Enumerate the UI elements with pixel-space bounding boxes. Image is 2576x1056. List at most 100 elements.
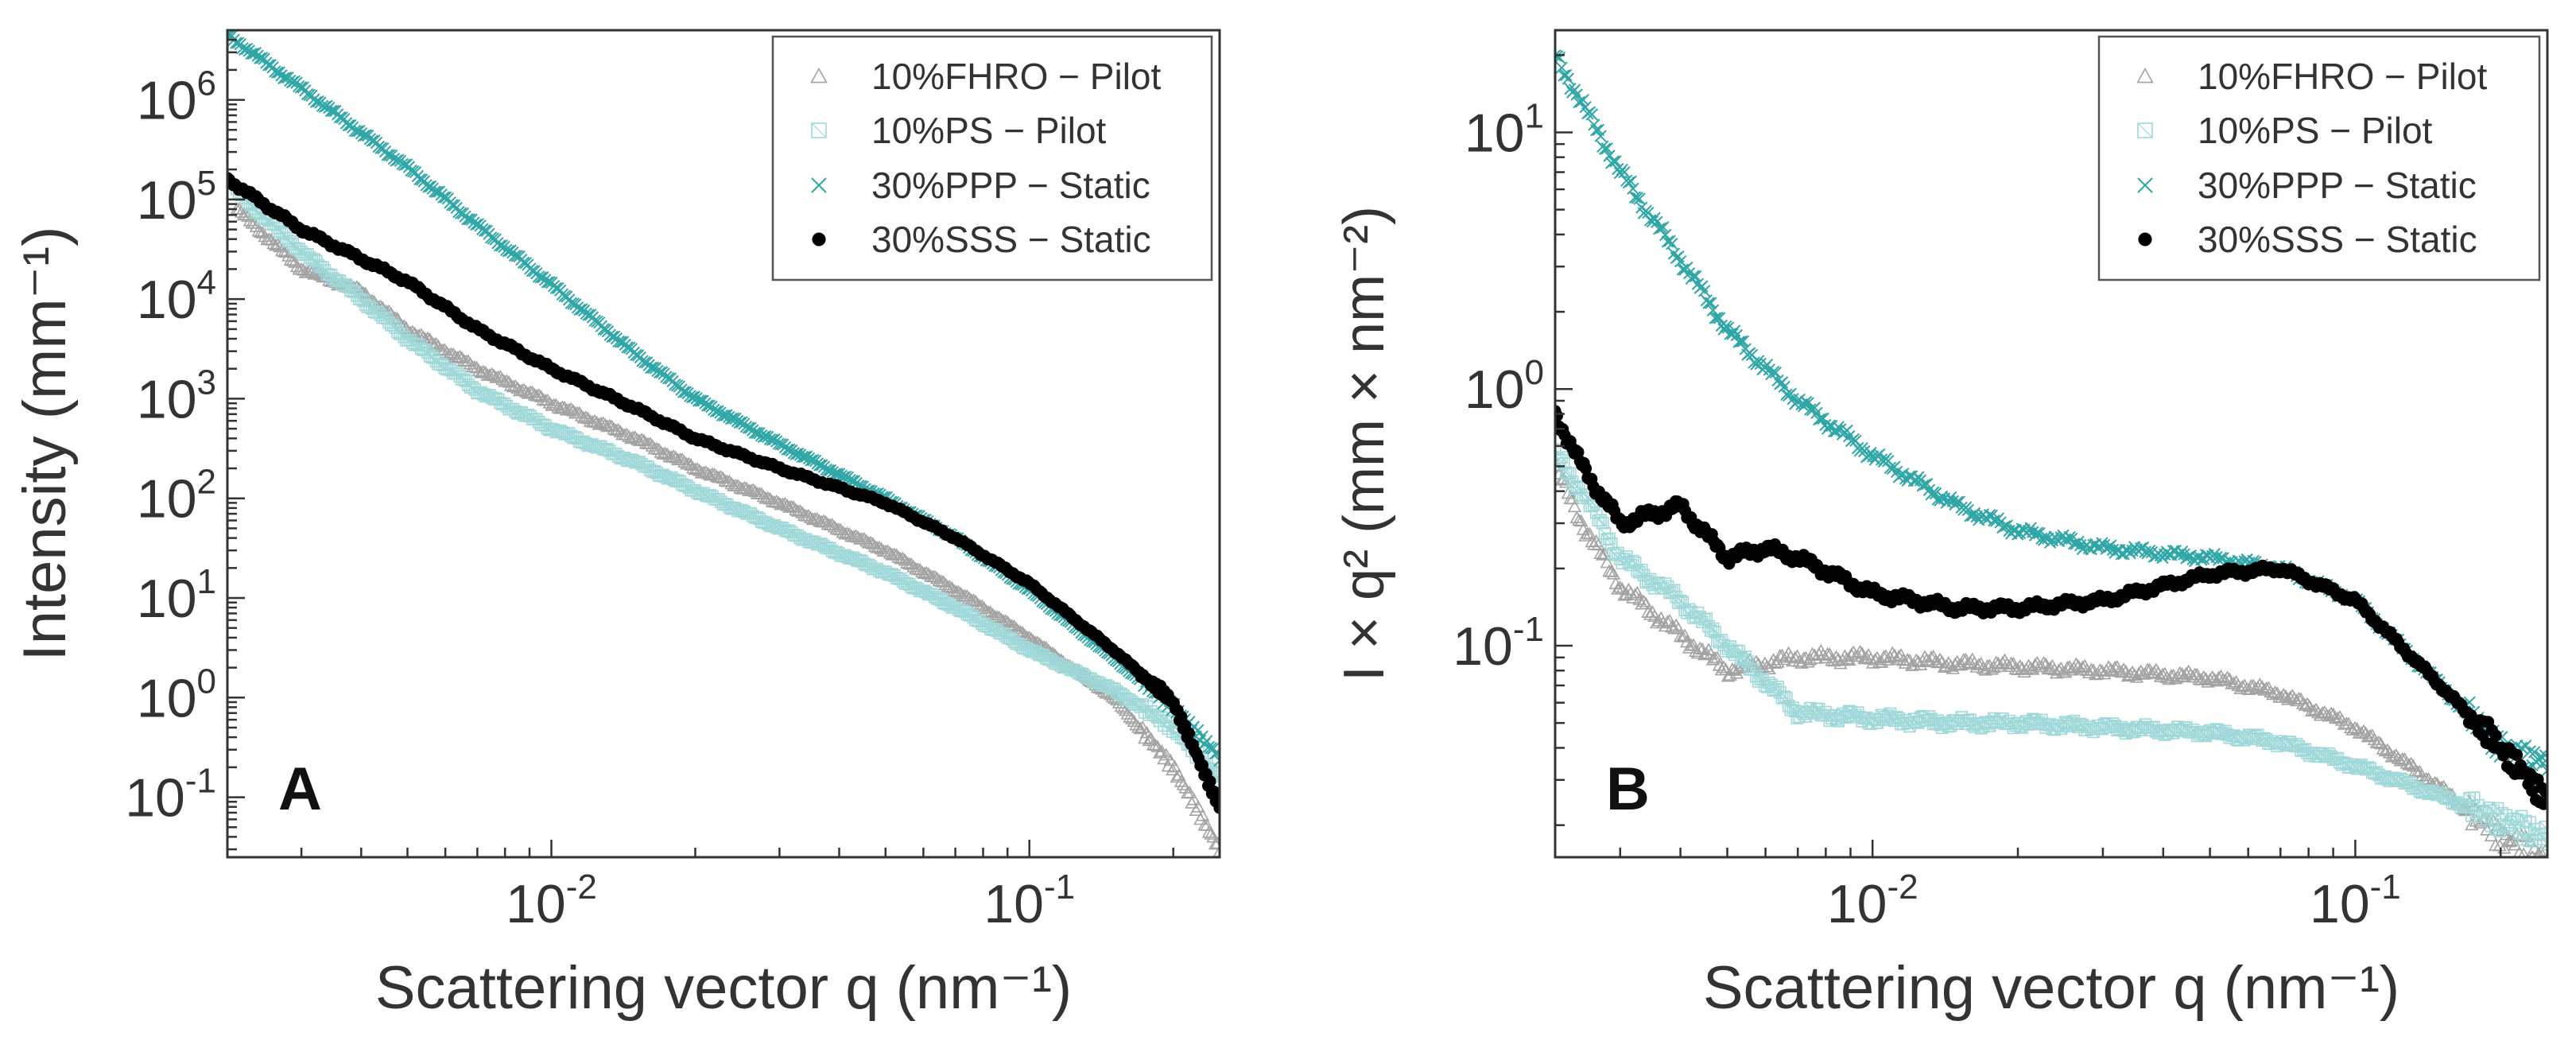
data-point-sss [2280, 568, 2281, 569]
data-point-fhro [2102, 670, 2103, 671]
data-point-sss [1680, 506, 1681, 507]
y-tick-label: 101 [137, 562, 216, 629]
y-tick-label: 10-1 [1453, 610, 1544, 677]
data-point-sss [779, 468, 780, 469]
panel-a-ticks: 10-2 10-1 106 105 104 103 102 101 100 10-1 [125, 29, 1174, 934]
data-point-ps [1957, 723, 1958, 724]
panel-a-legend-label-sss: 30%SSS − Static [871, 219, 1151, 260]
data-point-sss [407, 281, 408, 282]
y-tick-label: 104 [137, 263, 216, 330]
data-point-fhro [1957, 663, 1958, 664]
data-point-sss [1029, 583, 1030, 584]
panel-b-legend-label-ps: 10%PS − Pilot [2198, 110, 2433, 151]
data-point-sss [2102, 600, 2103, 601]
data-point-sss [551, 368, 552, 369]
data-point-fhro [695, 468, 696, 469]
data-point-ppp [477, 225, 478, 226]
data-point-ps [1872, 718, 1873, 719]
series-sss [1555, 405, 2547, 810]
panel-a-plot-area [227, 30, 1220, 857]
panel-b-legend-swatch-ppp [2137, 177, 2153, 193]
data-point-fhro [955, 590, 956, 591]
data-point-sss [2355, 600, 2356, 601]
data-point-sss [1581, 466, 1582, 467]
series-fhro [230, 201, 1220, 857]
data-point-sss [2209, 574, 2210, 575]
data-point-sss [1173, 702, 1174, 703]
x-tick-label: 10-2 [506, 868, 597, 934]
y-tick-label: 100 [1465, 353, 1544, 420]
data-point-fhro [635, 438, 636, 439]
data-point-fhro [1872, 657, 1873, 658]
data-point-ppp [2102, 548, 2103, 549]
data-point-sss [477, 328, 478, 329]
y-tick-label: 101 [1465, 97, 1544, 164]
data-point-fhro [1727, 670, 1728, 671]
data-point-fhro [2209, 677, 2210, 678]
data-point-ps [695, 490, 696, 491]
panel-b-legend-swatch-ps [2137, 122, 2153, 138]
panel-b-frame [1554, 29, 2549, 859]
data-point-fhro [1029, 637, 1030, 638]
data-point-ps [2018, 723, 2019, 724]
panel-a-y-axis-label: Intensity (mm⁻¹) [11, 227, 79, 662]
x-tick-label: 10-1 [2310, 868, 2401, 934]
data-point-ps [1680, 600, 1681, 601]
data-point-ps [361, 299, 362, 300]
data-point-ps [635, 462, 636, 463]
series-sss [227, 172, 1220, 814]
data-point-ps [779, 528, 780, 529]
panel-a-frame [226, 29, 1221, 859]
panel-b-legend-label-fhro: 10%FHRO − Pilot [2198, 56, 2488, 97]
y-tick-label: 106 [137, 64, 216, 131]
data-point-ps [301, 251, 302, 252]
data-point-fhro [551, 403, 552, 404]
data-point-ppp [551, 284, 552, 285]
x-tick-label: 10-1 [983, 868, 1075, 934]
data-point-ppp [2018, 530, 2019, 531]
data-point-fhro [885, 550, 886, 551]
data-point-ps [2500, 819, 2501, 820]
data-point-ppp [695, 398, 696, 399]
panel-a-legend-swatch-ps [811, 122, 827, 138]
panel-b-legend-label-ppp: 30%PPP − Static [2198, 165, 2477, 206]
data-point-ppp [635, 354, 636, 355]
data-point-ps [407, 339, 408, 340]
panel-b-y-axis-label: I × q² (mm × nm⁻²) [1333, 206, 1396, 681]
panel-b-legend-swatch-sss [2138, 232, 2152, 247]
panel-a-legend-swatch-sss [812, 232, 826, 247]
data-point-ppp [1680, 259, 1681, 260]
panel-a-legend-label-fhro: 10%FHRO − Pilot [871, 56, 1162, 97]
panel-b-ticks: 10-2 10-1 101 100 10-1 [1453, 54, 2502, 934]
data-point-ppp [1957, 506, 1958, 507]
data-point-ps [477, 390, 478, 391]
data-point-sss [1872, 593, 1873, 594]
panel-a-legend-swatch-ppp [811, 177, 827, 193]
y-tick-label: 102 [137, 463, 216, 530]
panel-b-legend-label-sss: 30%SSS − Static [2198, 219, 2477, 260]
data-point-sss [1727, 557, 1728, 558]
data-point-sss [695, 438, 696, 439]
panel-a: 10-2 10-1 106 105 104 103 102 101 100 10-1 A Scat… [11, 29, 1221, 1022]
panel-a-legend-swatch-fhro [810, 67, 828, 83]
panel-b-label: B [1606, 755, 1650, 823]
data-point-fhro [2280, 693, 2281, 694]
data-point-ppp [779, 444, 780, 445]
y-tick-label: 10-1 [125, 762, 216, 829]
data-point-sss [2500, 747, 2501, 748]
panel-a-x-axis-label: Scattering vector q (nm⁻¹) [375, 954, 1072, 1022]
panel-b: 10-2 10-1 101 100 10-1 B Scattering vector q… [1333, 29, 2549, 1022]
data-point-sss [1765, 548, 1766, 549]
data-point-fhro [301, 269, 302, 270]
panel-b-x-axis-label: Scattering vector q (nm⁻¹) [1703, 954, 2399, 1022]
y-tick-label: 103 [137, 363, 216, 429]
data-point-sss [2440, 685, 2441, 686]
data-point-ps [2440, 795, 2441, 796]
data-point-ppp [2209, 557, 2210, 558]
panel-a-legend-box [771, 35, 1213, 281]
data-point-sss [635, 408, 636, 409]
panel-b-legend-swatch-fhro [2136, 67, 2154, 83]
data-point-ppp [1727, 329, 1728, 330]
panel-a-legend-label-ppp: 30%PPP − Static [871, 165, 1150, 206]
